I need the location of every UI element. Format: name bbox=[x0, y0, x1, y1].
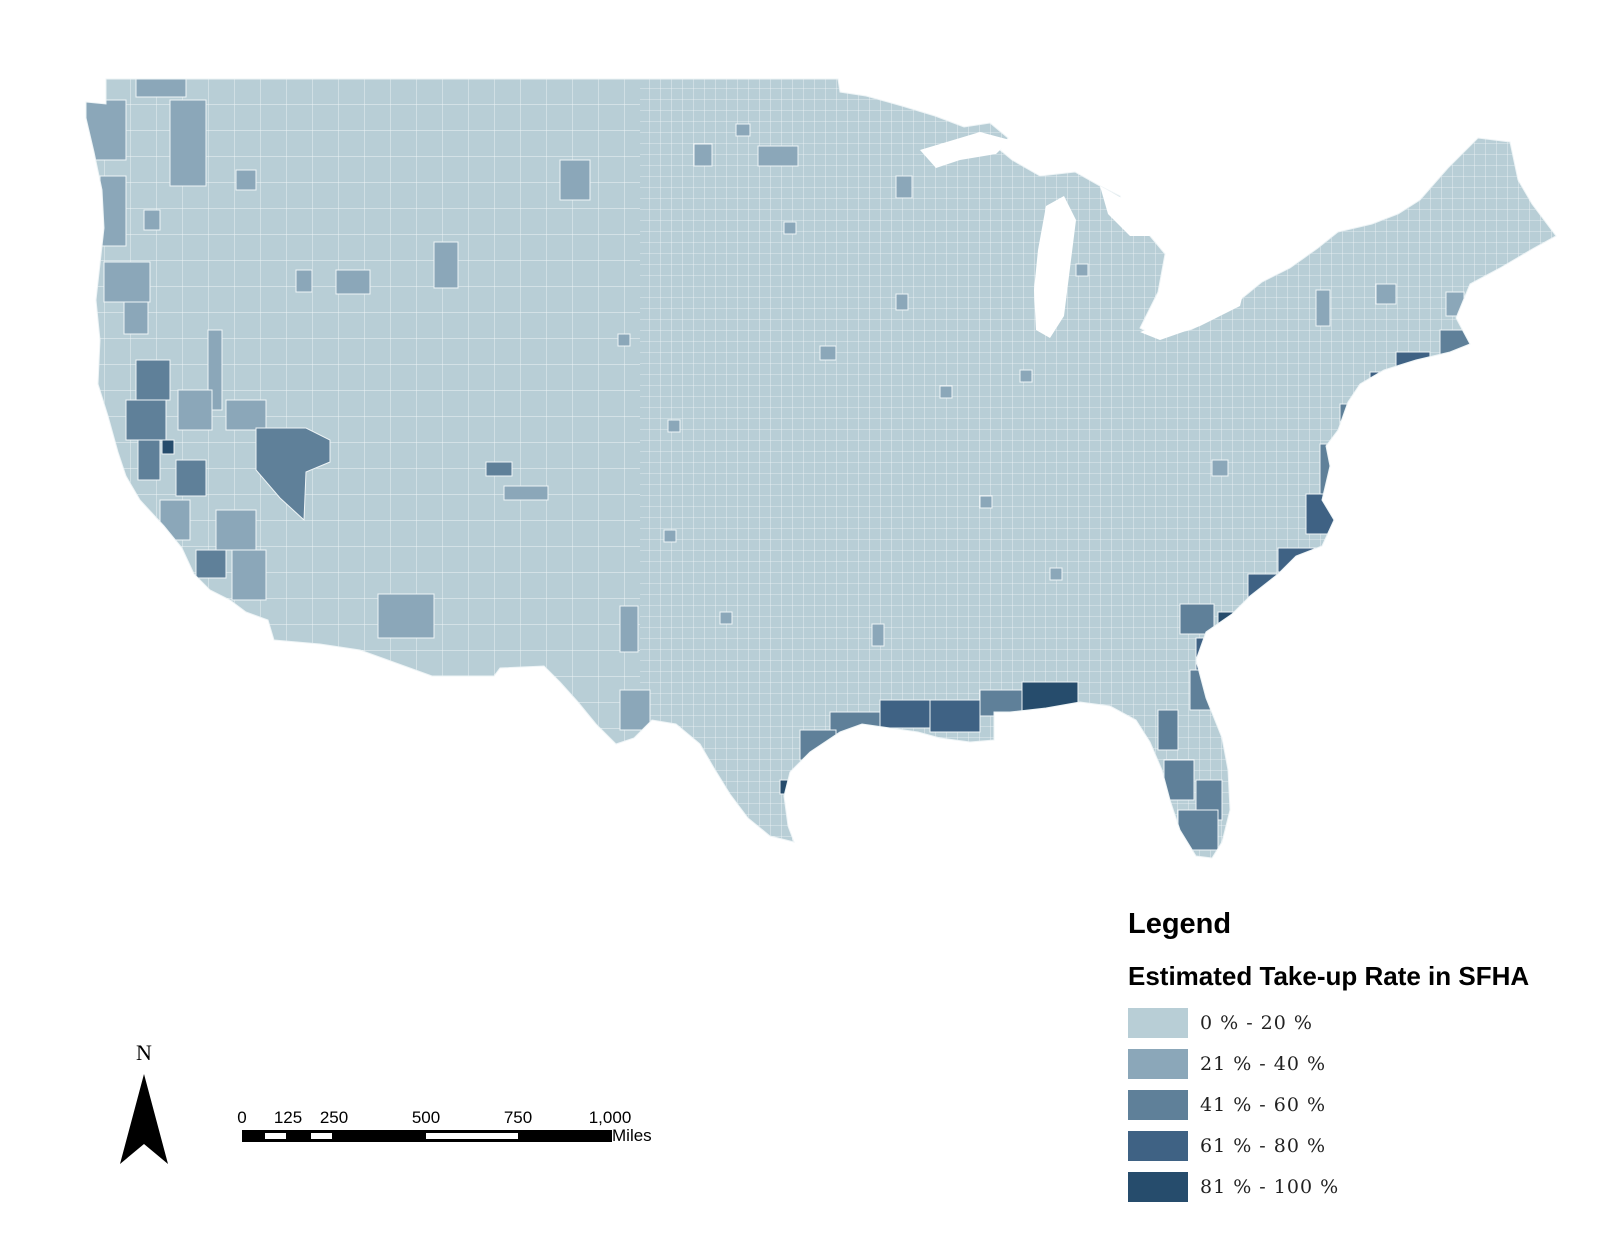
legend-item: 21 % - 40 % bbox=[1128, 1049, 1588, 1079]
scale-tick-label: 0 bbox=[237, 1108, 247, 1127]
interior-counties bbox=[377, 123, 1397, 731]
legend-item: 81 % - 100 % bbox=[1128, 1172, 1588, 1202]
legend-label: 0 % - 20 % bbox=[1200, 1012, 1313, 1034]
legend-item: 41 % - 60 % bbox=[1128, 1090, 1588, 1120]
legend-label: 41 % - 60 % bbox=[1200, 1094, 1327, 1116]
legend-label: 61 % - 80 % bbox=[1200, 1135, 1327, 1157]
legend-swatch bbox=[1128, 1049, 1188, 1079]
north-arrow-icon bbox=[120, 1074, 168, 1164]
north-arrow: N bbox=[116, 1040, 176, 1164]
legend-swatch bbox=[1128, 1090, 1188, 1120]
scale-tick-label: 500 bbox=[411, 1108, 441, 1127]
scale-tick-label: 250 bbox=[319, 1108, 349, 1127]
california-counties bbox=[125, 329, 267, 601]
scale-tick-label: 750 bbox=[503, 1108, 533, 1127]
pacific-northwest-counties bbox=[86, 79, 371, 335]
legend: Legend Estimated Take-up Rate in SFHA 0 … bbox=[1128, 908, 1588, 1213]
legend-subtitle: Estimated Take-up Rate in SFHA bbox=[1128, 961, 1530, 991]
legend-swatch bbox=[1128, 1172, 1188, 1202]
nevada-county bbox=[255, 427, 331, 522]
scale-unit: Miles bbox=[612, 1126, 652, 1145]
legend-item: 61 % - 80 % bbox=[1128, 1131, 1588, 1161]
great-lakes bbox=[920, 132, 1244, 340]
legend-swatch bbox=[1128, 1131, 1188, 1161]
north-label: N bbox=[136, 1040, 152, 1065]
county-boundaries bbox=[86, 79, 1556, 858]
legend-swatch bbox=[1128, 1008, 1188, 1038]
legend-label: 81 % - 100 % bbox=[1200, 1176, 1340, 1198]
scale-tick-label: 125 bbox=[273, 1108, 303, 1127]
scale-bar-graphic bbox=[242, 1130, 612, 1142]
legend-title: Legend bbox=[1128, 908, 1232, 940]
us-map bbox=[85, 78, 1557, 859]
scale-bar: 0 125 250 500 750 1,000 Miles bbox=[237, 1108, 670, 1158]
scale-tick-label: 1,000 bbox=[588, 1108, 632, 1127]
legend-item: 0 % - 20 % bbox=[1128, 1008, 1588, 1038]
legend-label: 21 % - 40 % bbox=[1200, 1053, 1327, 1075]
